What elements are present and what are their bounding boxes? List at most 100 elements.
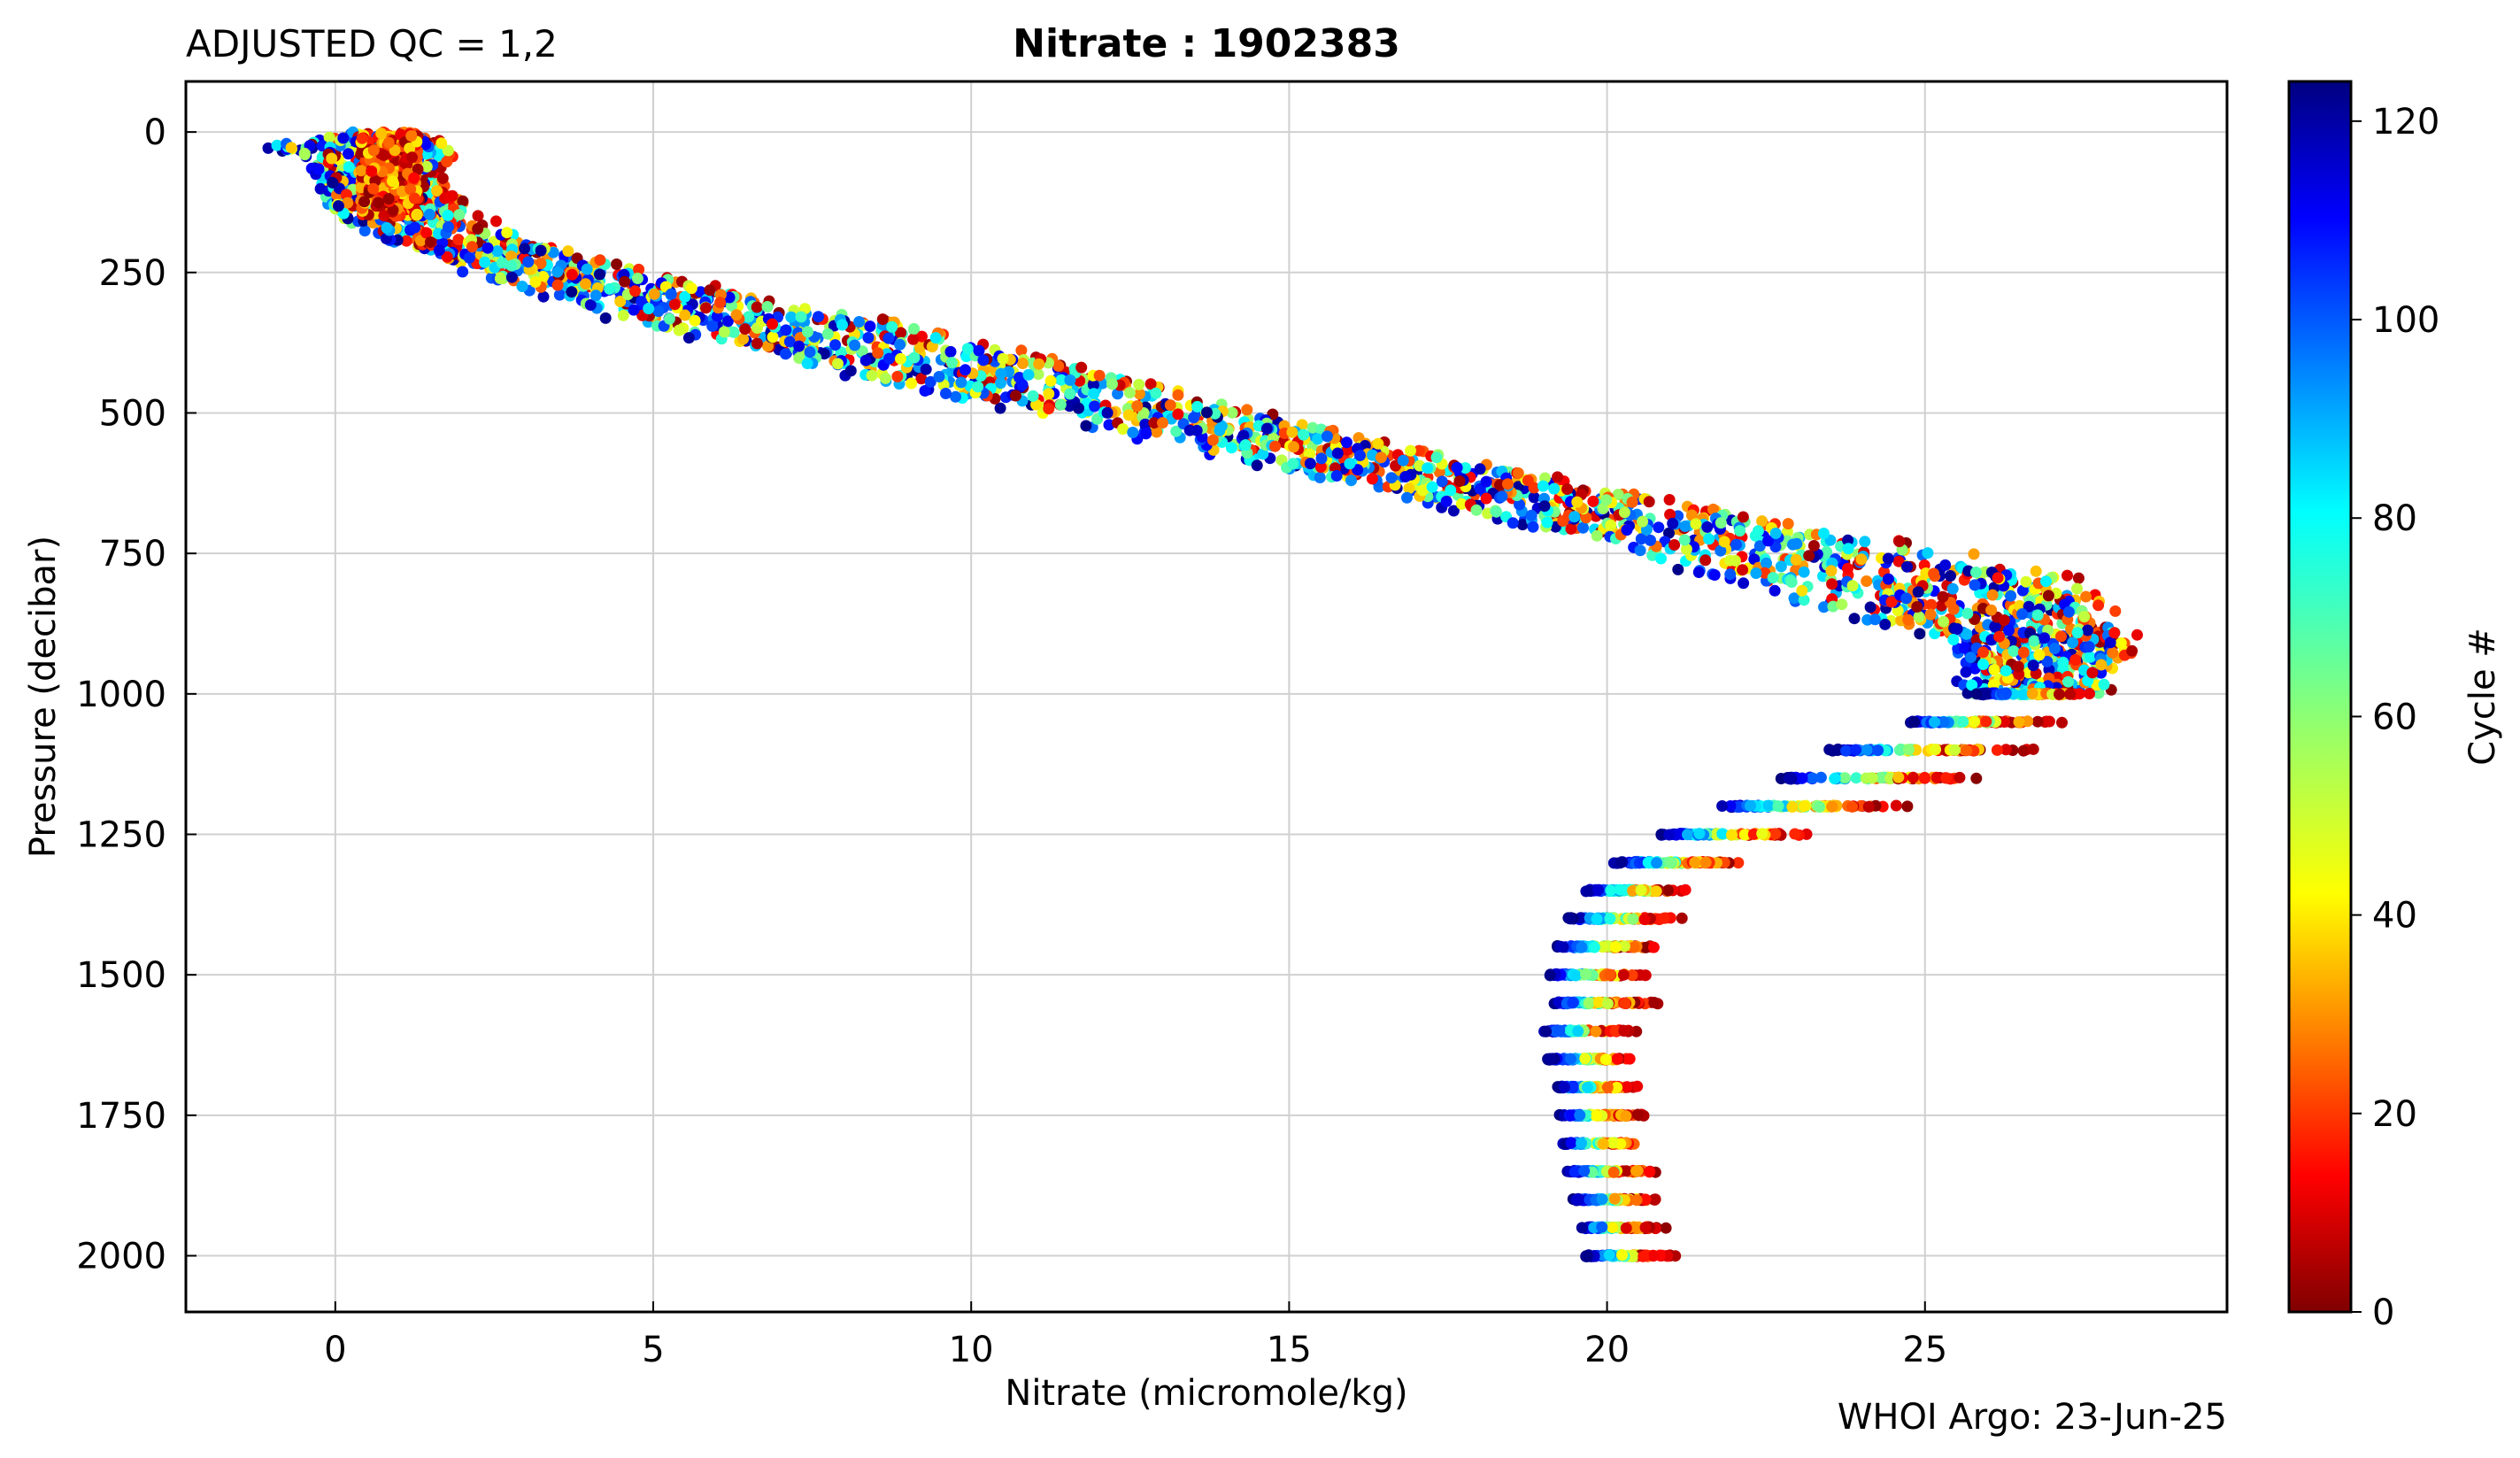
data-point xyxy=(1093,369,1106,382)
x-tick-label: 25 xyxy=(1902,1330,1947,1370)
data-point xyxy=(1618,940,1630,953)
data-point xyxy=(420,227,433,239)
data-point xyxy=(1016,379,1029,391)
data-point xyxy=(285,142,297,154)
data-point xyxy=(1986,589,1999,601)
data-point xyxy=(1699,856,1712,868)
data-point xyxy=(1796,584,1808,597)
data-point xyxy=(1501,478,1514,490)
data-point xyxy=(743,311,755,323)
data-point xyxy=(780,324,792,336)
data-point xyxy=(2092,599,2105,612)
data-point xyxy=(496,257,508,269)
data-point xyxy=(1823,744,1836,756)
plot-frame xyxy=(184,80,2229,1314)
data-point xyxy=(1798,594,1810,606)
data-point xyxy=(977,354,990,366)
data-point xyxy=(1315,452,1328,465)
data-point xyxy=(1890,799,1902,812)
data-point xyxy=(1829,772,1841,784)
data-point xyxy=(1304,458,1316,470)
data-point xyxy=(721,315,734,328)
data-point xyxy=(367,144,380,157)
data-point xyxy=(584,299,597,311)
data-point xyxy=(821,328,834,340)
data-point xyxy=(1680,543,1692,555)
data-point xyxy=(1401,491,1413,504)
data-point xyxy=(2078,611,2091,623)
data-point xyxy=(2072,572,2085,584)
data-point xyxy=(1257,448,1269,460)
data-point xyxy=(1911,601,1923,613)
data-point xyxy=(1150,387,1162,399)
colorbar-tick-label: 20 xyxy=(2372,1094,2417,1135)
data-point xyxy=(327,176,339,189)
data-point xyxy=(1581,1081,1593,1093)
data-point xyxy=(442,144,454,157)
data-point xyxy=(1846,800,1858,813)
data-point xyxy=(1732,857,1745,869)
data-point xyxy=(1619,998,1631,1009)
data-point xyxy=(1170,425,1183,437)
data-point xyxy=(1662,884,1674,897)
data-point xyxy=(2033,649,2046,661)
data-point xyxy=(1648,997,1661,1008)
data-point xyxy=(1541,516,1553,528)
data-point xyxy=(2026,688,2038,699)
data-point xyxy=(1968,548,1980,560)
data-point xyxy=(355,165,367,177)
data-point xyxy=(1643,496,1655,508)
data-point xyxy=(629,285,641,297)
data-point xyxy=(1945,570,1956,582)
data-point xyxy=(1665,857,1677,868)
data-point xyxy=(1724,800,1737,812)
data-point xyxy=(479,256,491,268)
data-point xyxy=(1869,613,1881,626)
data-point xyxy=(994,402,1006,414)
data-point xyxy=(862,332,875,343)
data-point xyxy=(2061,569,2073,582)
data-point xyxy=(358,225,371,237)
data-point xyxy=(1644,1166,1655,1178)
data-point xyxy=(1352,464,1364,476)
data-point xyxy=(1564,1053,1576,1065)
data-point xyxy=(2095,659,2108,671)
data-point xyxy=(1752,525,1764,537)
data-point xyxy=(1063,400,1075,413)
data-point xyxy=(1593,996,1605,1008)
data-point xyxy=(1729,554,1741,567)
data-point xyxy=(1772,800,1784,813)
data-point xyxy=(728,326,740,338)
data-point xyxy=(1929,716,1940,729)
data-point xyxy=(1737,564,1749,576)
data-point xyxy=(1206,434,1219,446)
data-point xyxy=(1855,553,1868,566)
data-point xyxy=(1631,1108,1644,1121)
data-point xyxy=(1403,482,1415,495)
data-point xyxy=(1734,525,1746,537)
data-point xyxy=(1838,772,1851,784)
data-point xyxy=(995,367,1007,380)
data-point xyxy=(2067,636,2079,649)
data-point xyxy=(929,332,942,344)
data-point xyxy=(1907,771,1919,783)
data-point xyxy=(1604,913,1616,925)
data-point xyxy=(636,296,648,308)
data-point xyxy=(908,322,920,335)
data-point xyxy=(1453,475,1466,488)
data-point xyxy=(1840,744,1853,757)
data-point xyxy=(859,354,872,366)
data-point xyxy=(1807,772,1819,784)
data-point xyxy=(1998,716,2010,728)
data-point xyxy=(1930,771,1943,783)
y-axis-label: Pressure (decibar) xyxy=(23,536,64,858)
chart-title: Nitrate : 1902383 xyxy=(1013,21,1400,66)
data-point xyxy=(1611,1053,1623,1065)
data-point xyxy=(1148,417,1160,429)
data-point xyxy=(1112,388,1124,400)
data-point xyxy=(1938,716,1950,729)
data-point xyxy=(1577,521,1589,534)
colorbar-tick-label: 80 xyxy=(2372,498,2417,539)
data-point xyxy=(1426,481,1438,493)
data-point xyxy=(1620,1110,1632,1122)
